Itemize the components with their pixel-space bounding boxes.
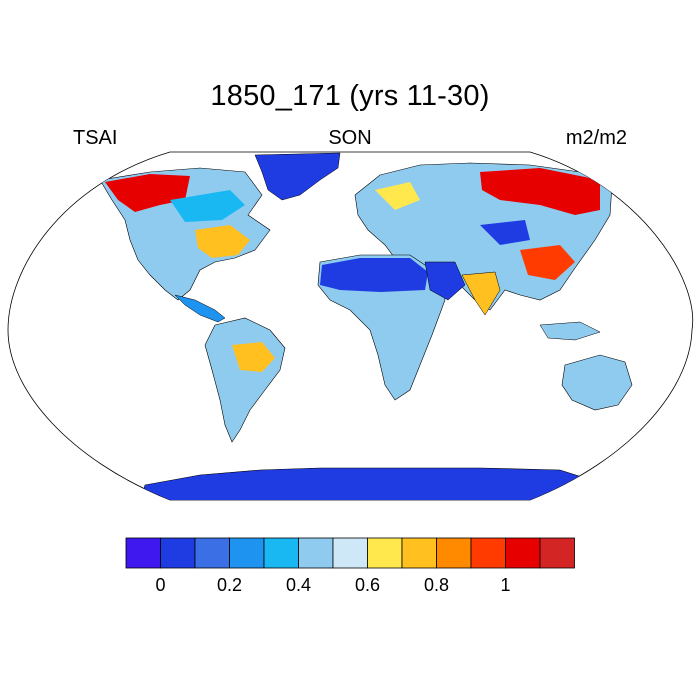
colorbar-swatch <box>332 537 368 569</box>
colorbar-swatch <box>436 537 472 569</box>
sahara <box>320 258 428 292</box>
colorbar-swatch <box>263 537 299 569</box>
colorbar-swatch <box>401 537 437 569</box>
canada-mid <box>170 190 245 222</box>
variable-label: TSAI <box>73 127 118 149</box>
china-high <box>520 245 575 280</box>
india <box>461 271 501 316</box>
colorbar-swatch <box>298 537 334 569</box>
amazon-patch <box>232 342 275 372</box>
colorbar-swatch <box>229 537 265 569</box>
plot-title: 1850_171 (yrs 11-30) <box>210 80 490 112</box>
season-label: SON <box>328 127 372 149</box>
greenland <box>254 152 341 201</box>
colorbar-swatch <box>160 537 196 569</box>
colorbar-tick-label: 1 <box>500 575 511 595</box>
africa <box>317 254 446 401</box>
australia <box>561 354 633 411</box>
antarctica <box>139 467 586 500</box>
colorbar-tick-label: 0.8 <box>423 575 450 595</box>
colorbar-swatch <box>539 537 575 569</box>
colorbar-tick-label: 0.4 <box>285 575 312 595</box>
europe-patch <box>375 182 420 210</box>
colorbar-tick-label: 0 <box>155 575 166 595</box>
colorbar-swatch <box>470 537 506 569</box>
central-america <box>174 294 226 323</box>
units-label: m2/m2 <box>565 127 627 149</box>
colorbar-tick-label: 0.2 <box>216 575 243 595</box>
alaska-high <box>105 174 190 212</box>
arabia <box>424 261 466 301</box>
colorbar-swatch <box>125 537 161 569</box>
colorbar-tick-label: 0.6 <box>354 575 381 595</box>
se-asia-islands <box>539 321 601 341</box>
siberia-high <box>480 168 600 215</box>
canada-east-high <box>195 225 250 258</box>
colorbar-swatch <box>367 537 403 569</box>
central-asia-low <box>480 220 530 245</box>
colorbar-swatch <box>505 537 541 569</box>
colorbar-swatch <box>194 537 230 569</box>
